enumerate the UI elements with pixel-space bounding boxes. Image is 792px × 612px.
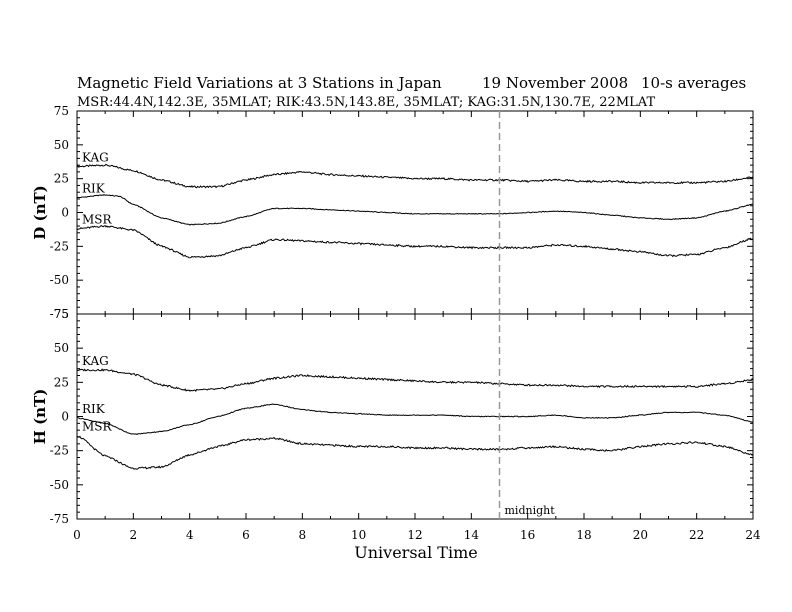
x-tick-label: 6	[242, 528, 250, 542]
series-line-rik	[76, 193, 754, 226]
series-label-rik: RIK	[82, 402, 106, 416]
y-tick-label: 0	[61, 206, 69, 220]
y-tick-label: 75	[54, 104, 69, 118]
x-tick-label: 22	[689, 528, 704, 542]
x-tick-label: 4	[186, 528, 194, 542]
x-tick-label: 2	[130, 528, 138, 542]
y-tick-label: 25	[54, 172, 69, 186]
series-line-rik	[76, 403, 754, 435]
series-label-rik: RIK	[82, 182, 106, 196]
x-tick-label: 0	[73, 528, 81, 542]
x-tick-label: 14	[464, 528, 480, 542]
series-label-kag: KAG	[82, 150, 109, 164]
chart-date: 19 November 2008	[482, 74, 628, 92]
x-tick-label: 8	[299, 528, 307, 542]
d-component-panel: 75 50 25 0 -25 -50 -75 D (nT) KAG RIK MSR	[31, 104, 754, 321]
series-line-kag	[76, 368, 754, 392]
x-axis-label: Universal Time	[354, 543, 477, 562]
x-tick-label: 18	[576, 528, 591, 542]
y-tick-label: -75	[50, 307, 69, 321]
x-tick-label: 16	[520, 528, 535, 542]
series-label-kag: KAG	[82, 354, 109, 368]
y-tick-label: -50	[50, 478, 69, 492]
y-tick-label: 25	[54, 375, 69, 389]
x-tick-label: 20	[633, 528, 648, 542]
y-tick-label: -75	[50, 512, 69, 526]
y-tick-label: -25	[50, 239, 69, 253]
chart-title: Magnetic Field Variations at 3 Stations …	[77, 74, 442, 92]
x-tick-label: 24	[745, 528, 761, 542]
y-axis-label: H (nT)	[31, 389, 49, 445]
y-tick-label: 50	[54, 341, 69, 355]
x-tick-label: 12	[407, 528, 422, 542]
x-tick-label: 10	[351, 528, 366, 542]
y-axis-label: D (nT)	[31, 185, 49, 240]
series-label-msr: MSR	[82, 420, 113, 434]
y-tick-label: -50	[50, 273, 69, 287]
station-coordinates: MSR:44.4N,142.3E, 35MLAT; RIK:43.5N,143.…	[77, 95, 655, 110]
y-tick-label: 0	[61, 410, 69, 424]
series-label-msr: MSR	[82, 213, 113, 227]
series-line-msr	[76, 435, 754, 470]
chart-averaging-note: 10-s averages	[641, 74, 746, 92]
midnight-annotation: midnight	[505, 504, 556, 517]
y-tick-label: -25	[50, 444, 69, 458]
panel-frame	[76, 110, 754, 315]
series-line-msr	[76, 224, 754, 259]
panel-frame	[76, 313, 754, 520]
y-tick-label: 50	[54, 138, 69, 152]
series-line-kag	[76, 163, 754, 189]
y-tick-label: 75	[54, 307, 69, 321]
